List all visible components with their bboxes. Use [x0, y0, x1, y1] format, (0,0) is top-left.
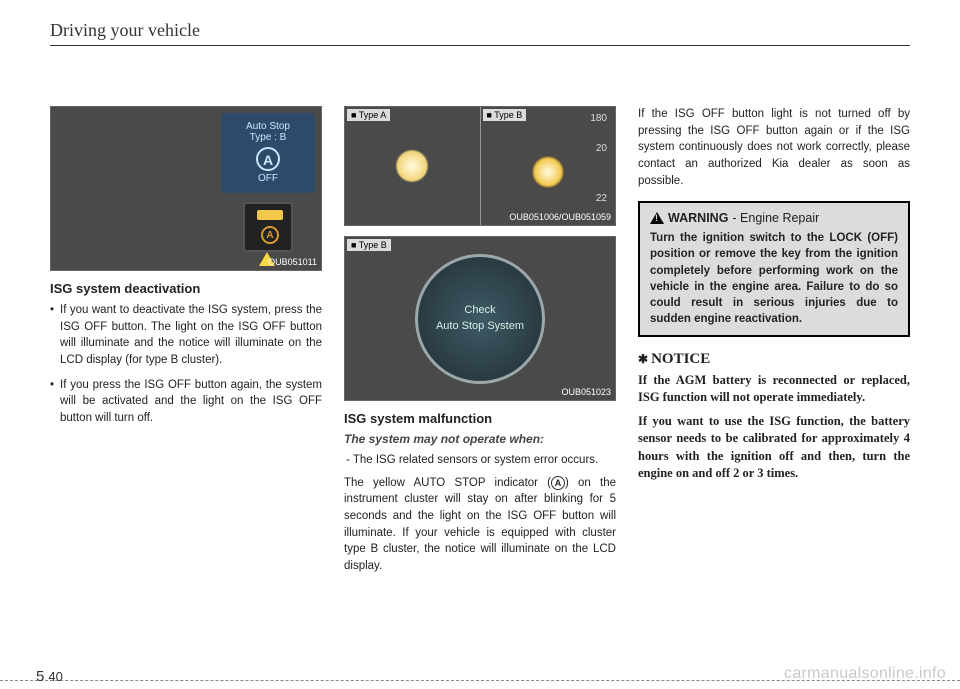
figure-check-autostop: ■ Type B Check Auto Stop System OUB05102… — [344, 236, 616, 401]
warning-box: WARNING - Engine Repair Turn the ignitio… — [638, 201, 910, 337]
type-a-label: ■ Type A — [347, 109, 390, 121]
column-1: Auto Stop Type : B A OFF A OUB051011 ISG… — [50, 106, 322, 583]
paragraph: The yellow AUTO STOP indicator (A) on th… — [344, 475, 616, 575]
para-post: ) on the instrument cluster will stay on… — [344, 477, 616, 572]
autostop-off-label: OFF — [221, 173, 315, 184]
subhead-malfunction: ISG system malfunction — [344, 411, 616, 426]
lcd-line-1: Check — [464, 303, 495, 318]
warning-triangle-icon — [650, 212, 664, 224]
figure-code: OUB051006/OUB051059 — [509, 212, 611, 222]
columns: Auto Stop Type : B A OFF A OUB051011 ISG… — [50, 106, 910, 583]
type-b-label: ■ Type B — [483, 109, 527, 121]
lcd-round-display: Check Auto Stop System — [415, 254, 545, 384]
gauge-number: 180 — [590, 113, 607, 124]
gauge-number: 22 — [596, 193, 607, 204]
page: Driving your vehicle Auto Stop Type : B … — [50, 20, 910, 660]
autostop-label-1: Auto Stop — [221, 121, 315, 132]
warning-word: WARNING — [668, 211, 728, 225]
italic-subhead: The system may not operate when: — [344, 432, 616, 446]
column-2: ■ Type A ■ Type B 180 20 22 OUB051006/OU… — [344, 106, 616, 583]
autostop-panel: Auto Stop Type : B A OFF — [221, 113, 315, 193]
autostop-a-icon: A — [256, 147, 280, 171]
indicator-glow-icon — [395, 149, 429, 183]
bullet-list: If you want to deactivate the ISG system… — [50, 302, 322, 427]
paragraph: If the ISG OFF button light is not turne… — [638, 106, 910, 189]
notice-paragraph: If you want to use the ISG function, the… — [638, 413, 910, 483]
figure-code: OUB051023 — [561, 387, 611, 397]
notice-paragraph: If the AGM battery is reconnected or rep… — [638, 372, 910, 407]
list-item: If you want to deactivate the ISG system… — [50, 302, 322, 369]
isg-off-physical-button: A — [243, 202, 293, 252]
subhead-deactivation: ISG system deactivation — [50, 281, 322, 296]
isg-off-a-icon: A — [261, 226, 279, 244]
autostop-label-2: Type : B — [221, 132, 315, 143]
list-item: If you press the ISG OFF button again, t… — [50, 377, 322, 427]
figure-cluster-indicators: ■ Type A ■ Type B 180 20 22 OUB051006/OU… — [344, 106, 616, 226]
figure-isg-off-button: Auto Stop Type : B A OFF A OUB051011 — [50, 106, 322, 271]
page-number: 5 40 — [36, 668, 63, 685]
lcd-line-2: Auto Stop System — [436, 319, 524, 334]
section-header: Driving your vehicle — [50, 20, 910, 46]
dash-item: - The ISG related sensors or system erro… — [344, 452, 616, 469]
para-pre: The yellow AUTO STOP indicator ( — [344, 477, 551, 489]
watermark: carmanualsonline.info — [784, 665, 946, 683]
warning-heading: WARNING - Engine Repair — [650, 211, 898, 225]
figure-type-b: ■ Type B 180 20 22 — [481, 107, 616, 225]
autostop-inline-icon: A — [551, 476, 565, 490]
figure-code: OUB051011 — [268, 257, 317, 267]
figure-type-a: ■ Type A — [345, 107, 481, 225]
column-3: If the ISG OFF button light is not turne… — [638, 106, 910, 583]
indicator-glow-icon — [531, 155, 565, 189]
warning-body: Turn the ignition switch to the LOCK (OF… — [650, 230, 898, 327]
page-num: 40 — [48, 669, 62, 684]
warning-subtitle: - Engine Repair — [732, 211, 819, 225]
section-number: 5 — [36, 668, 44, 685]
notice-heading: NOTICE — [638, 351, 910, 368]
type-b-label: ■ Type B — [347, 239, 391, 251]
gauge-number: 20 — [596, 143, 607, 154]
